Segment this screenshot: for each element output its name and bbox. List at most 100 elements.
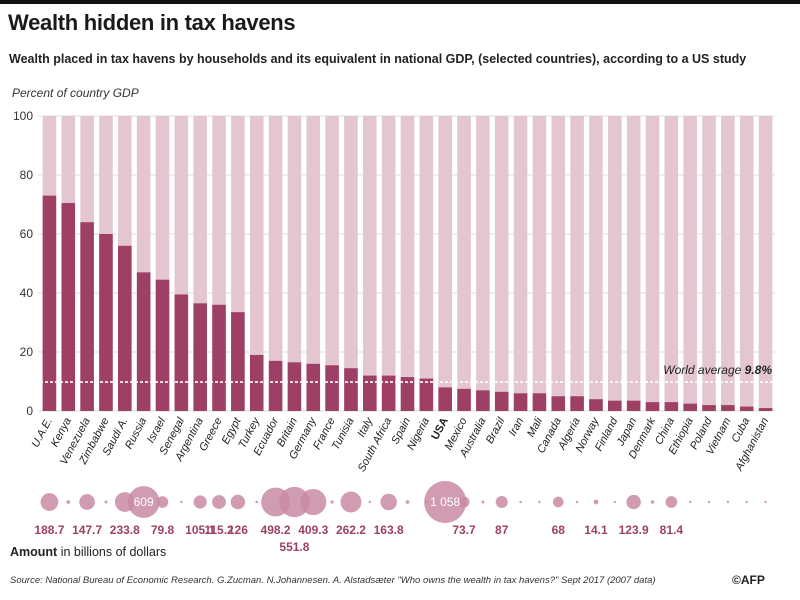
bar-background [419, 116, 434, 411]
bar [645, 402, 660, 411]
bar-background [532, 116, 547, 411]
bar [80, 222, 94, 411]
bar-background [306, 116, 321, 411]
bar [513, 393, 528, 411]
bar-background [702, 116, 716, 411]
amount-bubble [127, 486, 160, 518]
amount-label: 14.1 [584, 523, 608, 537]
bar [400, 377, 415, 411]
amount-bubble [707, 500, 711, 504]
amount-legend-label: Amount in billions of dollars [10, 545, 166, 559]
bar [268, 360, 283, 411]
bar-background [457, 116, 471, 411]
y-axis-label: Percent of country GDP [12, 86, 139, 100]
amount-label: 68 [552, 523, 566, 537]
amount-bubble [458, 496, 470, 508]
amount-bubble [40, 493, 59, 511]
amount-bubble [495, 495, 508, 509]
bar [476, 390, 490, 411]
amount-label: 115.2 [204, 523, 234, 537]
amount-label: 126 [228, 523, 248, 537]
amount-bubble [300, 488, 327, 516]
bar-background [551, 116, 566, 411]
bar [721, 405, 735, 411]
bar-background [363, 116, 377, 411]
bar-background [664, 116, 679, 411]
amount-bubble [764, 500, 767, 504]
bar [118, 245, 132, 411]
bar-background [268, 116, 283, 411]
amount-bubble [552, 496, 564, 508]
bar [494, 391, 509, 411]
x-tick-label: Iran [507, 416, 527, 438]
amount-bubble [405, 500, 410, 504]
bar [570, 396, 584, 411]
amount-bubble [481, 500, 485, 504]
amount-bubble [575, 500, 579, 504]
bar [61, 203, 76, 411]
amount-label: 147.7 [72, 523, 102, 537]
amount-bubble [66, 500, 71, 504]
bar-background [608, 116, 622, 411]
amount-label-rest: in billions of dollars [57, 545, 167, 559]
amount-label: 409.3 [298, 523, 328, 537]
amount-label: 188.7 [34, 523, 64, 537]
chart-title: Wealth hidden in tax havens [8, 10, 296, 35]
bar [438, 387, 452, 411]
amount-label: 498.2 [261, 523, 291, 537]
amount-bubble [380, 493, 397, 511]
bar [626, 400, 641, 411]
bar [739, 406, 754, 411]
bar [287, 362, 302, 411]
amount-bubble [688, 500, 692, 504]
amount-bubble [156, 496, 169, 508]
amount-bubble [650, 500, 655, 504]
bar-background [513, 116, 528, 411]
amount-bubble [726, 500, 730, 504]
amount-label: 262.2 [336, 523, 366, 537]
bar-background [626, 116, 641, 411]
x-tick-label: Brazil [484, 415, 508, 445]
bar-background [494, 116, 509, 411]
amount-bubble [255, 500, 259, 504]
bar [551, 396, 566, 411]
bar-background [758, 116, 773, 411]
amount-bubble [538, 500, 541, 504]
bar [532, 393, 547, 411]
amount-bubble [193, 495, 207, 509]
amount-label: 163.8 [374, 523, 404, 537]
y-tick-label: 80 [20, 168, 34, 182]
bar [381, 375, 396, 411]
bar [99, 234, 113, 411]
bar [249, 354, 264, 411]
amount-bubble [330, 500, 334, 504]
amount-label: 87 [495, 523, 509, 537]
bar [155, 279, 170, 411]
bar-background [400, 116, 415, 411]
bar-background [739, 116, 754, 411]
bar-background [721, 116, 735, 411]
amount-bubble [340, 491, 362, 513]
amount-bubble [665, 496, 678, 508]
bar [174, 294, 189, 411]
bar [702, 405, 716, 411]
amount-bubble [368, 500, 372, 504]
bar [608, 400, 622, 411]
bar [231, 312, 245, 411]
amount-bubble [180, 500, 183, 504]
amount-label: 81.4 [660, 523, 684, 537]
y-tick-label: 40 [20, 286, 34, 300]
bar [344, 368, 358, 411]
bar [457, 388, 471, 411]
amount-bubble [79, 494, 95, 510]
amount-label: 233.8 [110, 523, 140, 537]
amount-bubble [424, 481, 467, 523]
bar-background [476, 116, 490, 411]
amount-bubble [626, 494, 641, 510]
amount-bubble [613, 500, 617, 504]
bar [683, 403, 697, 411]
bar [42, 195, 57, 411]
source-note: Source: National Bureau of Economic Rese… [10, 575, 656, 586]
amount-label: 105.1 [185, 523, 215, 537]
amount-bubble [745, 500, 748, 504]
